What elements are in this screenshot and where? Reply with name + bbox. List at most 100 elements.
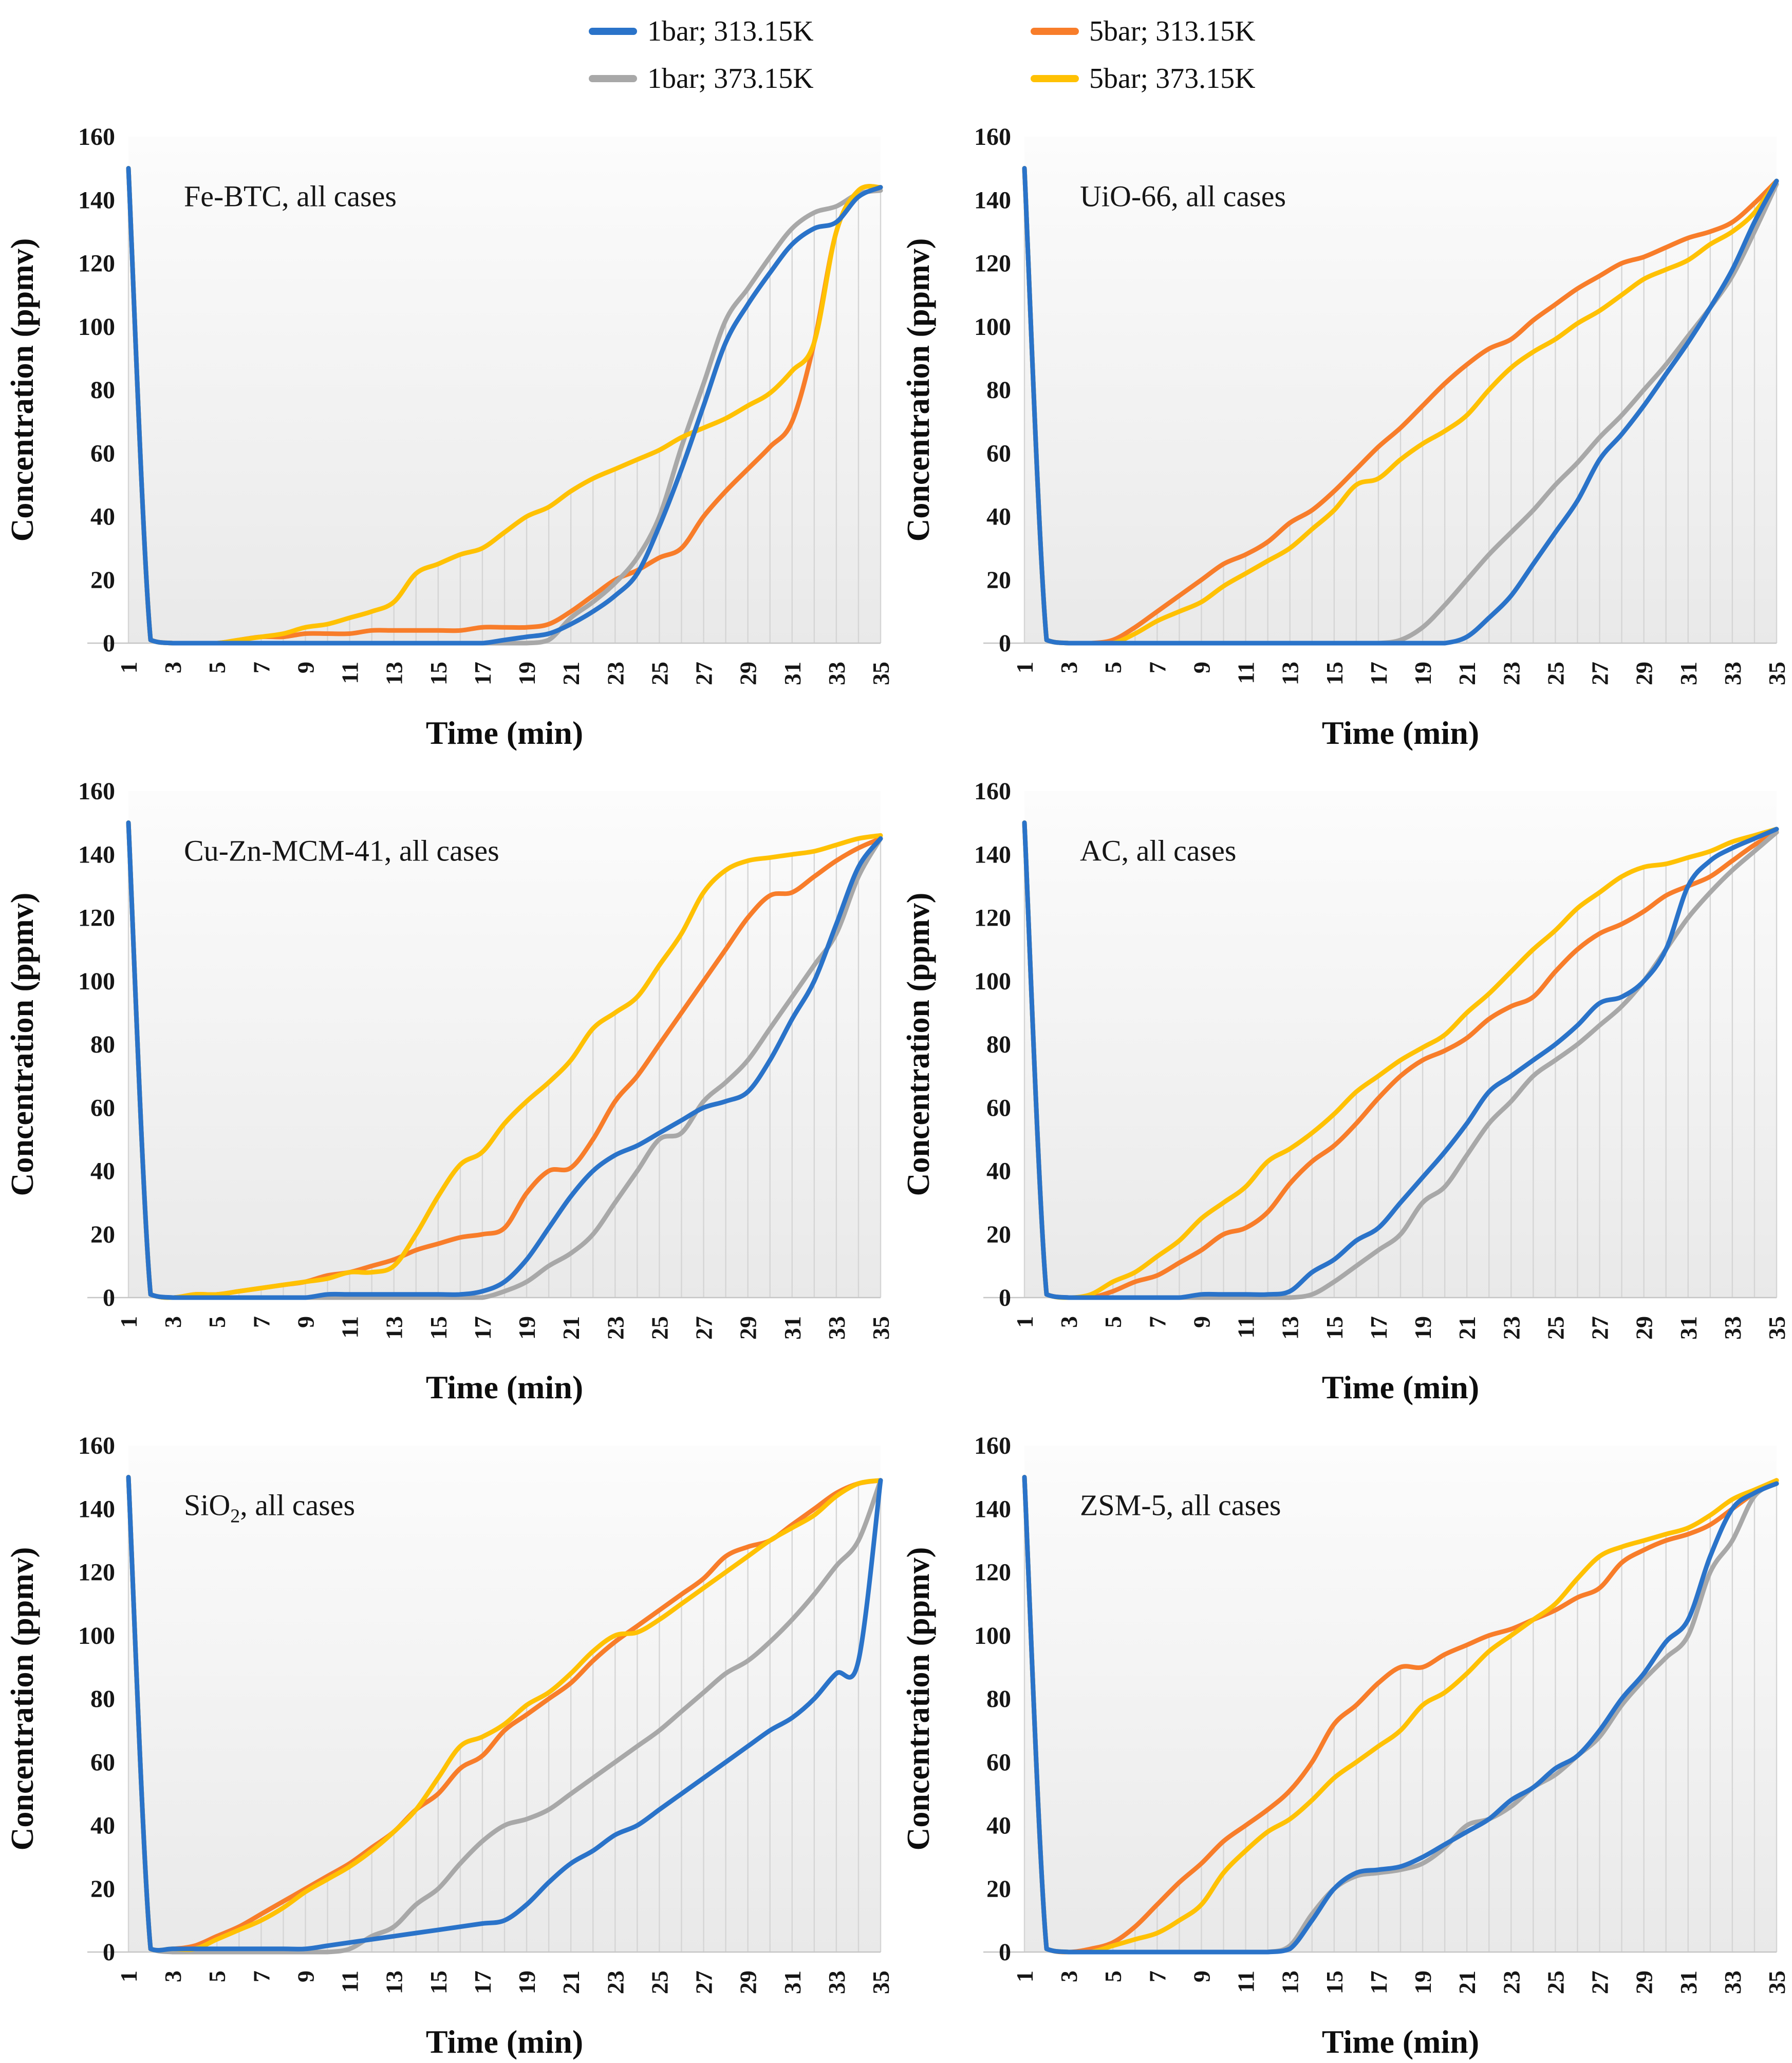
- svg-text:27: 27: [1587, 1971, 1613, 1994]
- svg-text:13: 13: [1277, 662, 1303, 685]
- svg-text:13: 13: [1277, 1316, 1303, 1340]
- svg-text:33: 33: [824, 1971, 850, 1994]
- svg-text:20: 20: [986, 567, 1011, 594]
- series-zsm-5-5bar-373-15k: [1022, 1475, 1779, 1955]
- x-tick-labels: 1 3 5 7 9 11 13 15 17 19 21 23 25 27 29 31 33 35: [116, 662, 894, 685]
- series-sio2-1bar-373-15k: [126, 1475, 883, 1955]
- svg-text:40: 40: [986, 1158, 1011, 1185]
- panel-title-fe-btc: Fe-BTC, all cases: [184, 180, 397, 213]
- svg-text:9: 9: [1188, 1316, 1215, 1328]
- svg-text:25: 25: [646, 1971, 673, 1994]
- svg-text:13: 13: [1277, 1971, 1303, 1994]
- svg-text:1: 1: [1012, 1316, 1038, 1328]
- x-tick-labels: 1 3 5 7 9 11 13 15 17 19 21 23 25 27 29 31 33 35: [1012, 1971, 1790, 1994]
- drop-lines: [127, 1477, 882, 1952]
- legend-line-swatch-gray-icon: [589, 75, 637, 82]
- svg-text:100: 100: [974, 313, 1011, 341]
- chart-panel-sio2: 0 20 40 60 80 100 120 140 160 1 3 5 7 9 11 13 15 17 19 21 23…: [0, 1409, 896, 2063]
- svg-text:27: 27: [691, 1316, 717, 1340]
- series-lines: [126, 1475, 883, 1955]
- svg-text:35: 35: [868, 1971, 894, 1994]
- legend-label: 5bar; 373.15K: [1089, 63, 1256, 95]
- svg-text:33: 33: [1720, 1971, 1746, 1994]
- series-sio2-5bar-373-15k: [126, 1475, 883, 1953]
- svg-text:80: 80: [986, 377, 1011, 404]
- x-axis-title: Time (min): [1322, 2023, 1479, 2060]
- svg-text:120: 120: [78, 905, 115, 932]
- svg-text:35: 35: [868, 1316, 894, 1340]
- svg-text:1: 1: [116, 662, 142, 673]
- svg-text:27: 27: [691, 1971, 717, 1994]
- svg-text:80: 80: [90, 1685, 115, 1713]
- svg-text:120: 120: [78, 250, 115, 277]
- series-uio-66-1bar-313-15k: [1022, 166, 1779, 646]
- series-fe-btc-1bar-313-15k: [126, 166, 883, 646]
- svg-text:0: 0: [999, 630, 1011, 657]
- series-cu-zn-mcm-41-1bar-313-15k: [126, 820, 883, 1300]
- svg-text:80: 80: [986, 1685, 1011, 1713]
- svg-text:23: 23: [1498, 1316, 1524, 1340]
- svg-text:27: 27: [1587, 662, 1613, 685]
- svg-text:21: 21: [1454, 1316, 1480, 1340]
- svg-text:31: 31: [1675, 1971, 1702, 1994]
- legend-label: 1bar; 313.15K: [647, 15, 814, 47]
- svg-text:100: 100: [78, 1622, 115, 1649]
- series-ac-1bar-313-15k: [1022, 820, 1779, 1300]
- svg-text:0: 0: [999, 1939, 1011, 1966]
- drop-lines: [1023, 822, 1778, 1298]
- svg-text:100: 100: [78, 968, 115, 995]
- x-axis-title: Time (min): [1322, 715, 1479, 751]
- svg-text:80: 80: [90, 1031, 115, 1058]
- y-axis-title: Concentration (ppmv): [5, 893, 40, 1196]
- legend-item-1bar-313: 1bar; 313.15K: [589, 14, 814, 48]
- svg-text:21: 21: [558, 662, 584, 685]
- svg-text:7: 7: [248, 1971, 274, 1982]
- svg-text:1: 1: [1012, 1971, 1038, 1982]
- chart-panel-cu-zn-mcm-41: 0 20 40 60 80 100 120 140 160 1 3 5 7 9 11 13 15 17 19 21 23…: [0, 754, 896, 1409]
- svg-text:19: 19: [514, 1316, 540, 1340]
- svg-text:140: 140: [974, 1495, 1011, 1523]
- x-axis-title: Time (min): [426, 715, 583, 751]
- svg-text:5: 5: [204, 662, 230, 673]
- svg-text:13: 13: [381, 1971, 407, 1994]
- svg-text:23: 23: [602, 1316, 628, 1340]
- svg-text:27: 27: [1587, 1316, 1613, 1340]
- svg-text:20: 20: [90, 1221, 115, 1248]
- chart-panel-zsm-5: 0 20 40 60 80 100 120 140 160 1 3 5 7 9 11 13 15 17 19 21 23…: [896, 1409, 1792, 2063]
- svg-text:40: 40: [90, 1812, 115, 1840]
- svg-text:120: 120: [78, 1559, 115, 1586]
- x-axis-title: Time (min): [1322, 1369, 1479, 1405]
- svg-text:40: 40: [986, 503, 1011, 531]
- svg-text:40: 40: [986, 1812, 1011, 1840]
- x-axis-title: Time (min): [426, 2023, 583, 2060]
- x-tick-labels: 1 3 5 7 9 11 13 15 17 19 21 23 25 27 29 31 33 35: [1012, 662, 1790, 685]
- svg-text:19: 19: [1410, 662, 1436, 685]
- svg-text:31: 31: [779, 1316, 806, 1340]
- svg-text:31: 31: [1675, 662, 1702, 685]
- x-tick-labels: 1 3 5 7 9 11 13 15 17 19 21 23 25 27 29 31 33 35: [116, 1316, 894, 1340]
- series-zsm-5-1bar-313-15k: [1022, 1475, 1779, 1955]
- svg-text:100: 100: [974, 1622, 1011, 1649]
- svg-text:35: 35: [868, 662, 894, 685]
- svg-text:60: 60: [986, 440, 1011, 467]
- svg-text:7: 7: [1144, 662, 1170, 673]
- legend-label: 5bar; 313.15K: [1089, 15, 1256, 47]
- svg-text:31: 31: [779, 1971, 806, 1994]
- svg-text:160: 160: [78, 1432, 115, 1459]
- svg-text:100: 100: [78, 313, 115, 341]
- svg-text:29: 29: [735, 1971, 761, 1994]
- svg-text:35: 35: [1764, 1971, 1790, 1994]
- y-tick-labels: 0 20 40 60 80 100 120 140 160: [78, 123, 115, 657]
- legend-column-5bar: 5bar; 313.15K 5bar; 373.15K: [1031, 14, 1256, 96]
- svg-text:33: 33: [1720, 662, 1746, 685]
- svg-text:27: 27: [691, 662, 717, 685]
- y-axis-title: Concentration (ppmv): [5, 238, 40, 542]
- svg-text:17: 17: [470, 662, 496, 685]
- panel-title-zsm-5: ZSM-5, all cases: [1080, 1489, 1281, 1522]
- svg-text:7: 7: [248, 662, 274, 673]
- svg-text:19: 19: [514, 662, 540, 685]
- panel-title-uio-66: UiO-66, all cases: [1080, 180, 1286, 213]
